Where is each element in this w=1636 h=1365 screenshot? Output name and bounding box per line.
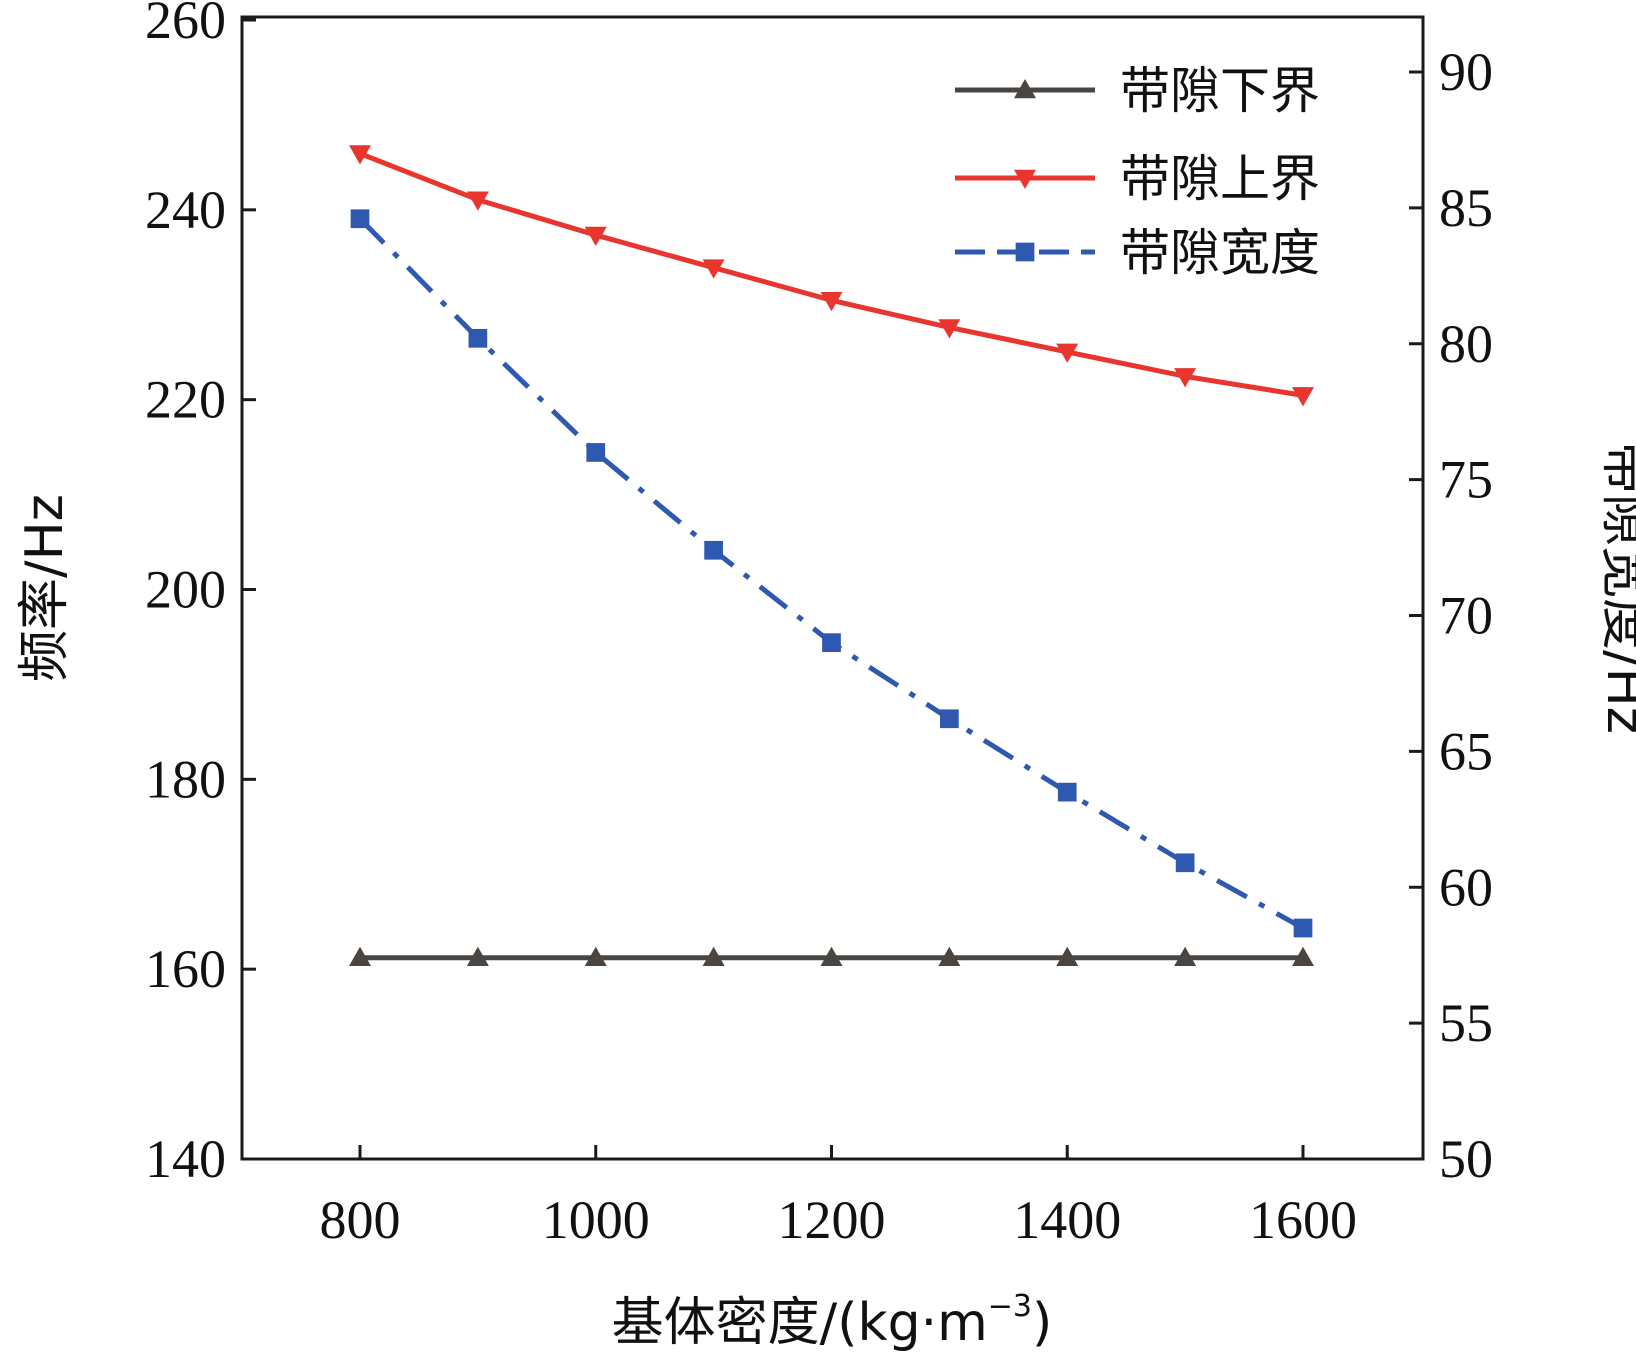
series-layer bbox=[349, 145, 1314, 967]
series-2-point bbox=[1292, 387, 1314, 407]
y-left-tick-label: 260 bbox=[145, 0, 226, 50]
series-3-point bbox=[586, 443, 606, 462]
series-2-point bbox=[466, 191, 489, 211]
right-axis: 50 55 60 65 70 75 80 85 90 bbox=[1409, 42, 1493, 1189]
series-line-3 bbox=[358, 216, 1305, 931]
y-left-tick-label: 180 bbox=[145, 749, 226, 809]
series-1-point bbox=[349, 946, 371, 967]
series-3-point bbox=[1175, 853, 1195, 873]
y-right-tick-label: 90 bbox=[1439, 42, 1493, 102]
series-3-point bbox=[822, 633, 841, 653]
legend-marker-1 bbox=[1014, 79, 1036, 99]
series-1-point bbox=[466, 946, 489, 967]
series-2-point bbox=[702, 259, 725, 279]
legend-label-2: 带隙上界 bbox=[1120, 150, 1320, 208]
series-3-point bbox=[940, 709, 959, 729]
x-axis-title: 基体密度/(kg·m−3) bbox=[612, 1289, 1053, 1353]
series-3-point bbox=[1057, 782, 1077, 802]
series-1-point bbox=[584, 946, 607, 967]
series-2-point bbox=[1056, 343, 1079, 363]
series-1-point bbox=[1056, 946, 1079, 967]
x-tick-label: 1200 bbox=[778, 1190, 886, 1250]
legend-marker-2 bbox=[1014, 169, 1036, 189]
y-left-tick-label: 220 bbox=[145, 370, 226, 430]
series-2-point bbox=[349, 145, 371, 165]
x-axis-title-close: ) bbox=[1032, 1293, 1052, 1353]
series-2-point bbox=[1174, 368, 1197, 388]
left-axis: 140 160 180 200 220 240 260 bbox=[145, 0, 256, 1189]
y-right-tick-label: 85 bbox=[1439, 178, 1493, 238]
y-right-axis-title: 带隙宽度/Hz bbox=[1595, 442, 1636, 734]
series-3-point bbox=[704, 540, 723, 560]
y-left-tick-label: 240 bbox=[145, 180, 226, 240]
y-right-tick-label: 50 bbox=[1439, 1129, 1493, 1189]
series-2-point bbox=[938, 319, 961, 339]
series-1-point bbox=[820, 946, 843, 967]
series-3-point bbox=[468, 328, 488, 348]
x-axis: 800 1000 1200 1400 1600 bbox=[320, 1145, 1357, 1250]
y-right-tick-label: 55 bbox=[1439, 993, 1493, 1053]
series-1-point bbox=[1174, 946, 1197, 967]
y-right-tick-label: 65 bbox=[1439, 721, 1493, 781]
y-left-tick-label: 200 bbox=[145, 560, 226, 620]
y-left-axis-title: 频率/Hz bbox=[15, 494, 75, 682]
x-axis-title-exponent: −3 bbox=[988, 1289, 1032, 1324]
series-2-point bbox=[820, 292, 843, 312]
y-left-tick-label: 140 bbox=[145, 1129, 226, 1189]
y-right-tick-label: 80 bbox=[1439, 314, 1493, 374]
y-right-tick-label: 75 bbox=[1439, 450, 1493, 510]
y-right-tick-label: 70 bbox=[1439, 586, 1493, 646]
legend-marker-3 bbox=[1015, 242, 1035, 262]
x-axis-title-unit: (kg·m bbox=[837, 1293, 988, 1353]
legend-label-3: 带隙宽度 bbox=[1120, 224, 1320, 282]
series-1-point bbox=[702, 946, 725, 967]
y-right-tick-label: 60 bbox=[1439, 857, 1493, 917]
x-tick-label: 1000 bbox=[542, 1190, 650, 1250]
y-left-tick-label: 160 bbox=[145, 939, 226, 999]
series-3-point bbox=[350, 209, 370, 229]
series-1-point bbox=[938, 946, 961, 967]
series-3-point bbox=[1293, 918, 1313, 938]
series-1-point bbox=[1292, 946, 1314, 967]
legend-label-1: 带隙下界 bbox=[1120, 62, 1320, 120]
series-2-point bbox=[584, 226, 607, 247]
x-tick-label: 1400 bbox=[1013, 1190, 1121, 1250]
x-tick-label: 800 bbox=[320, 1190, 401, 1250]
x-tick-label: 1600 bbox=[1249, 1190, 1357, 1250]
x-axis-title-main: 基体密度/ bbox=[612, 1293, 838, 1353]
